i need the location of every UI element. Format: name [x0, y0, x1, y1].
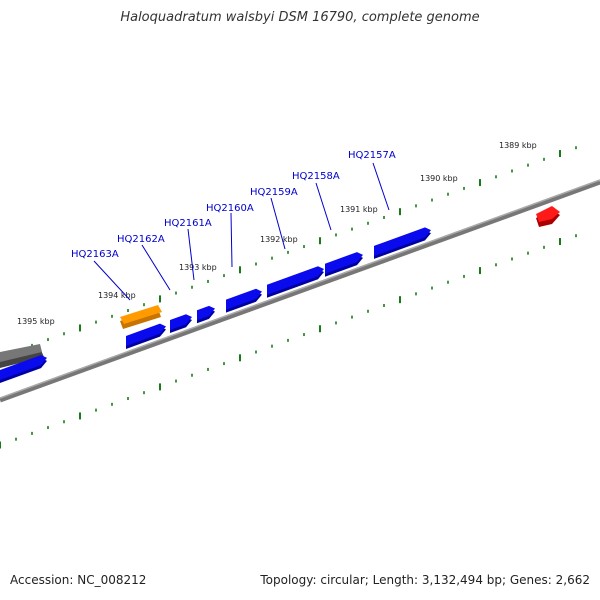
genome-backbone — [0, 179, 600, 403]
gene-label-leaders — [93, 162, 390, 301]
gene-red-feature[interactable] — [536, 206, 560, 227]
kbp-label-1391: 1391 kbp — [340, 205, 378, 214]
gene-blue-feature[interactable] — [374, 227, 431, 259]
gene-label-hq2159a[interactable]: HQ2159A — [250, 187, 298, 198]
genome-backbone-highlight — [0, 179, 600, 399]
gene-blue-feature[interactable] — [325, 252, 363, 277]
gene-blue-feature[interactable] — [267, 266, 324, 298]
kbp-label-1392: 1392 kbp — [260, 235, 298, 244]
gene-blue-feature[interactable] — [197, 305, 215, 324]
kbp-label-1395: 1395 kbp — [17, 317, 55, 326]
gene-gray-feature[interactable] — [0, 344, 44, 368]
inner-tick-ring — [0, 234, 577, 449]
gene-label-hq2160a[interactable]: HQ2160A — [206, 203, 254, 214]
gene-label-hq2163a[interactable]: HQ2163A — [71, 249, 119, 260]
genome-summary-text: Topology: circular; Length: 3,132,494 bp… — [260, 573, 590, 587]
gene-label-hq2162a[interactable]: HQ2162A — [117, 234, 165, 245]
kbp-label-1390: 1390 kbp — [420, 174, 458, 183]
gene-blue-feature[interactable] — [170, 314, 192, 334]
gene-label-hq2158a[interactable]: HQ2158A — [292, 171, 340, 182]
gene-orange-feature[interactable] — [120, 305, 162, 329]
gene-blue-feature[interactable] — [226, 288, 262, 313]
outer-tick-ring — [0, 146, 577, 361]
gene-blue-feature[interactable] — [0, 355, 47, 383]
genome-title: Haloquadratum walsbyi DSM 16790, complet… — [120, 10, 480, 25]
gene-label-hq2157a[interactable]: HQ2157A — [348, 150, 396, 161]
accession-text: Accession: NC_008212 — [10, 573, 147, 587]
kbp-label-1393: 1393 kbp — [179, 263, 217, 272]
gene-blue-feature[interactable] — [126, 323, 166, 349]
gene-label-hq2161a[interactable]: HQ2161A — [164, 218, 212, 229]
kbp-label-1394: 1394 kbp — [98, 291, 136, 300]
kbp-label-1389: 1389 kbp — [499, 141, 537, 150]
